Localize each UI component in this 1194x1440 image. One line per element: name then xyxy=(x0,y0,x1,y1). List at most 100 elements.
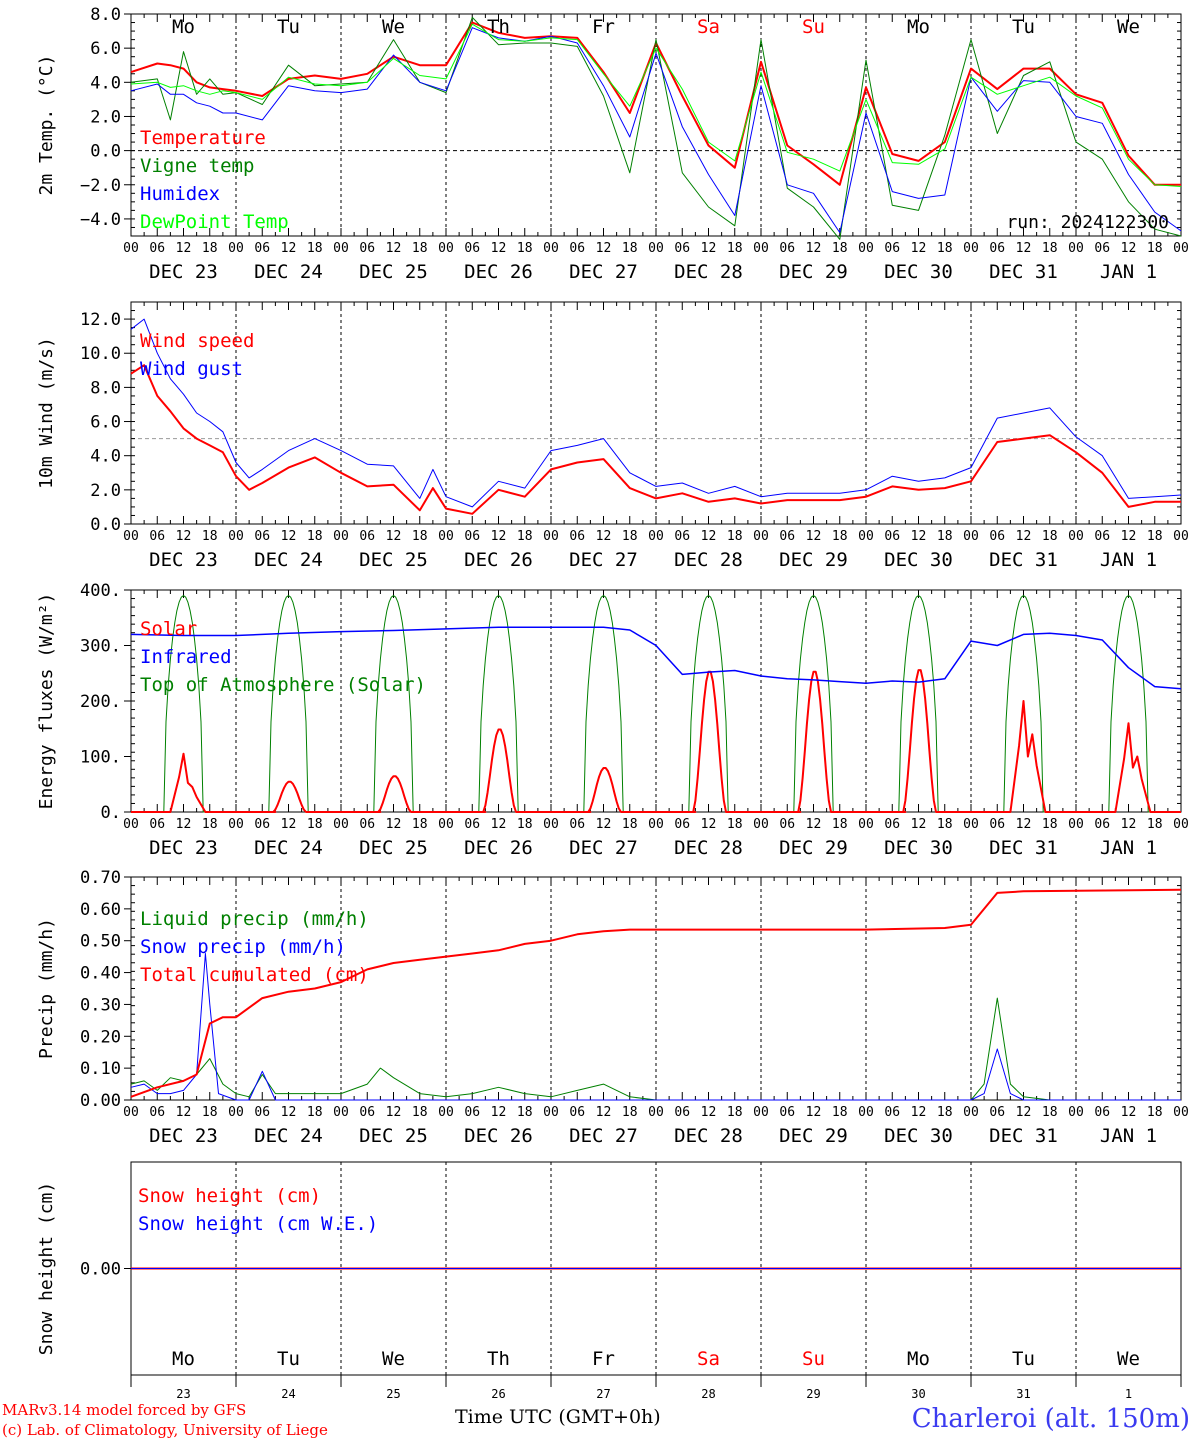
series-line-0 xyxy=(130,21,1181,186)
hour-tick-label: 18 xyxy=(307,1105,323,1120)
date-label: DEC 29 xyxy=(779,1125,848,1147)
hour-tick-label: 06 xyxy=(1094,529,1110,544)
hour-tick-label: 18 xyxy=(832,1105,848,1120)
hour-tick-label: 06 xyxy=(359,529,375,544)
hour-tick-label: 12 xyxy=(1121,241,1137,256)
solar-line xyxy=(656,670,761,813)
solar-line xyxy=(341,775,446,813)
day-number: 29 xyxy=(806,1387,820,1401)
hour-tick-label: 18 xyxy=(937,529,953,544)
date-label: DEC 31 xyxy=(989,549,1058,571)
day-name: Sa xyxy=(697,1348,720,1370)
y-tick-label: 0.70 xyxy=(80,868,121,888)
y-tick-label: 0.20 xyxy=(80,1027,121,1047)
series-line-2 xyxy=(130,888,1182,1098)
hour-tick-label: 00 xyxy=(1173,529,1189,544)
date-label: DEC 27 xyxy=(569,261,638,283)
hour-tick-label: 18 xyxy=(727,1105,743,1120)
date-label: DEC 24 xyxy=(254,261,323,283)
panel-1: 00 06 12 18 DEC 23 00 06 12 18 DEC 24 00 06 12 18 DEC … xyxy=(36,301,1189,571)
hour-tick-label: 06 xyxy=(674,241,690,256)
day-name: Mo xyxy=(907,1348,930,1370)
hour-tick-label: 12 xyxy=(911,241,927,256)
hour-tick-label: 18 xyxy=(622,817,638,832)
date-label: DEC 28 xyxy=(674,261,743,283)
day-number: 23 xyxy=(176,1387,190,1401)
series-line-2 xyxy=(130,27,1182,234)
hour-tick-label: 18 xyxy=(202,1105,218,1120)
y-tick-label: −2.0 xyxy=(80,176,121,196)
hour-tick-label: 12 xyxy=(1121,817,1137,832)
date-label: DEC 24 xyxy=(254,1125,323,1147)
date-label: DEC 30 xyxy=(884,1125,953,1147)
day-name: Mo xyxy=(172,16,195,38)
hour-tick-label: 06 xyxy=(1094,1105,1110,1120)
y-axis-label: Precip (mm/h) xyxy=(36,918,57,1059)
date-label: DEC 30 xyxy=(884,549,953,571)
hour-tick-label: 06 xyxy=(779,817,795,832)
hour-tick-label: 12 xyxy=(386,241,402,256)
hour-tick-label: 12 xyxy=(806,241,822,256)
day-name: Sa xyxy=(697,16,720,38)
hour-tick-label: 00 xyxy=(753,817,769,832)
legend-entry: Wind speed xyxy=(140,330,254,352)
panel-3: 00 06 12 18 DEC 23 00 06 12 18 DEC 24 00 06 12 18 DEC … xyxy=(36,868,1189,1147)
hour-tick-label: 00 xyxy=(438,241,454,256)
hour-tick-label: 06 xyxy=(674,817,690,832)
hour-tick-label: 00 xyxy=(1173,241,1189,256)
hour-tick-label: 00 xyxy=(438,817,454,832)
hour-tick-label: 18 xyxy=(517,1105,533,1120)
hour-tick-label: 06 xyxy=(779,1105,795,1120)
hour-tick-label: 06 xyxy=(989,241,1005,256)
hour-tick-label: 00 xyxy=(858,1105,874,1120)
date-label: JAN 1 xyxy=(1100,549,1157,571)
series-line-1 xyxy=(130,16,1182,240)
panel-2: 00 06 12 18 DEC 23 00 06 12 18 DEC 24 00 06 12 18 DEC … xyxy=(36,581,1189,859)
hour-tick-label: 12 xyxy=(281,241,297,256)
hour-tick-label: 18 xyxy=(1147,529,1163,544)
hour-tick-label: 12 xyxy=(911,1105,927,1120)
hour-tick-label: 06 xyxy=(149,529,165,544)
legend-entry: DewPoint Temp xyxy=(140,211,289,233)
day-name: Tu xyxy=(1012,1348,1035,1370)
hour-tick-label: 18 xyxy=(622,529,638,544)
hour-tick-label: 00 xyxy=(123,241,139,256)
hour-tick-label: 12 xyxy=(911,817,927,832)
day-name: Su xyxy=(802,1348,825,1370)
hour-tick-label: 00 xyxy=(543,1105,559,1120)
day-name: We xyxy=(382,1348,405,1370)
legend-entry: Total cumulated (cm) xyxy=(140,964,369,986)
footer-model-credit: MARv3.14 model forced by GFS xyxy=(2,1401,246,1419)
y-tick-label: 200. xyxy=(80,692,121,712)
infrared-line xyxy=(130,626,1182,690)
day-name: We xyxy=(382,16,405,38)
hour-tick-label: 18 xyxy=(307,529,323,544)
series-line-1 xyxy=(130,318,1182,508)
y-tick-label: 2.0 xyxy=(90,481,121,501)
date-label: DEC 26 xyxy=(464,837,533,859)
toa-solar-line xyxy=(971,595,1076,813)
hour-tick-label: 06 xyxy=(989,529,1005,544)
date-label: DEC 29 xyxy=(779,549,848,571)
date-label: DEC 27 xyxy=(569,1125,638,1147)
hour-tick-label: 06 xyxy=(779,241,795,256)
legend-entry: Snow precip (mm/h) xyxy=(140,936,346,958)
legend-entry: Temperature xyxy=(140,127,266,149)
solar-line xyxy=(1076,722,1181,813)
y-tick-label: 100. xyxy=(80,748,121,768)
day-name: Fr xyxy=(592,16,615,38)
y-tick-label: 300. xyxy=(80,637,121,657)
hour-tick-label: 00 xyxy=(1173,1105,1189,1120)
date-label: JAN 1 xyxy=(1100,837,1157,859)
date-label: DEC 23 xyxy=(149,837,218,859)
solar-line xyxy=(131,752,236,813)
hour-tick-label: 06 xyxy=(149,1105,165,1120)
hour-tick-label: 00 xyxy=(753,529,769,544)
day-number: 1 xyxy=(1125,1387,1132,1401)
hour-tick-label: 06 xyxy=(989,1105,1005,1120)
date-label: DEC 27 xyxy=(569,549,638,571)
hour-tick-label: 18 xyxy=(1042,1105,1058,1120)
hour-tick-label: 00 xyxy=(123,1105,139,1120)
hour-tick-label: 00 xyxy=(228,1105,244,1120)
hour-tick-label: 06 xyxy=(779,529,795,544)
